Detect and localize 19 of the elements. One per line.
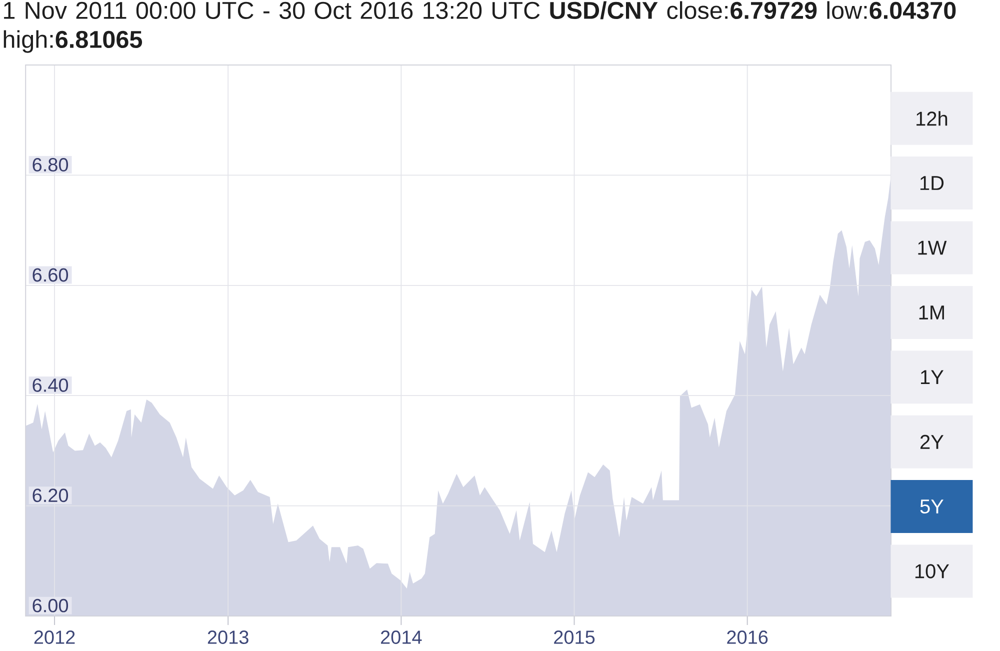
category-label: 12h: [916, 111, 948, 126]
x-tick-label: 2016: [727, 630, 768, 644]
x-tick-label: 2014: [380, 630, 422, 644]
category-label: 1W: [918, 240, 947, 255]
category-label: 10Y: [915, 564, 950, 578]
category-label: 1Y: [921, 370, 944, 384]
x-tick-label: 2013: [208, 630, 248, 644]
chart-title: 1 Nov 2011 00:00 UTC - 30 Oct 2016 13:20 UTC USD/CNY close:6.79729 low:6.04370 high:6.81065: [4, 1, 956, 53]
category-label: 5Y: [920, 500, 944, 514]
x-tick-label: 2012: [34, 630, 75, 644]
y-tick-label: 6.60: [32, 268, 68, 282]
category-label: 1M: [919, 306, 944, 320]
y-tick-label: 6.80: [32, 158, 68, 172]
y-tick-label: 6.00: [32, 598, 68, 612]
category-label: 2Y: [920, 434, 944, 449]
x-tick-label: 2015: [554, 630, 595, 644]
y-tick-label: 6.20: [32, 488, 68, 502]
category-label: 1D: [920, 176, 944, 190]
y-tick-label: 6.40: [32, 378, 68, 392]
